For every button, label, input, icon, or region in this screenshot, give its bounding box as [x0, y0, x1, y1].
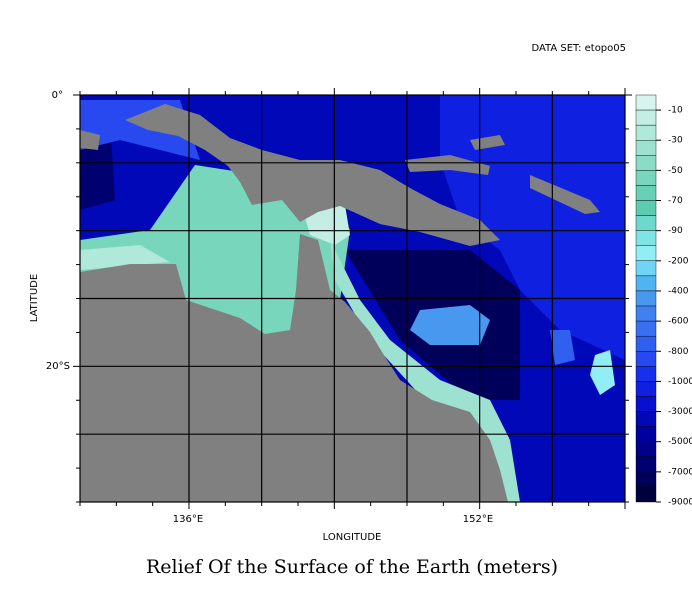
colorbar-box — [635, 260, 657, 277]
colorbar-box — [635, 335, 657, 352]
colorbar-box — [635, 426, 657, 442]
y-axis-label: LATITUDE — [29, 274, 40, 322]
colorbar-label: -400 — [668, 286, 689, 296]
land — [80, 104, 600, 502]
colorbar-box — [635, 155, 657, 171]
colorbar-label: -5000 — [668, 437, 692, 447]
colorbar-label: -90 — [668, 226, 683, 236]
colorbar-box — [635, 305, 657, 322]
colorbar-label: -1000 — [668, 377, 692, 387]
colorbar-box — [635, 381, 657, 397]
colorbar-box — [635, 245, 657, 262]
colorbar-box — [635, 140, 657, 156]
colorbar-box — [635, 230, 657, 246]
colorbar-label: -10 — [668, 106, 683, 116]
colorbar-box — [635, 215, 657, 231]
colorbar-box — [635, 351, 657, 367]
colorbar-label: -600 — [668, 317, 689, 327]
colorbar-box — [635, 456, 657, 473]
colorbar-box — [635, 396, 657, 412]
colorbar-box — [635, 124, 657, 141]
colorbar-box — [635, 185, 657, 201]
x-axis-label: LONGITUDE — [323, 532, 382, 543]
colorbar-label: -800 — [668, 347, 689, 357]
dataset-label: DATA SET: etopo05 — [531, 43, 626, 54]
y-tick-label: 0° — [52, 90, 63, 101]
colorbar-box — [635, 471, 657, 488]
x-tick-label: 152°E — [463, 514, 493, 525]
colorbar-label: -7000 — [668, 467, 692, 477]
x-tick-label: 136°E — [173, 514, 203, 525]
colorbar-label: -70 — [668, 196, 683, 206]
colorbar-box — [635, 320, 657, 337]
colorbar-box — [635, 200, 657, 216]
map-title: Relief Of the Surface of the Earth (mete… — [146, 556, 558, 578]
colorbar-box — [635, 366, 657, 382]
colorbar-label: -50 — [668, 166, 683, 176]
colorbar-box — [635, 486, 657, 503]
colorbar-label: -3000 — [668, 407, 692, 417]
colorbar-box — [635, 441, 657, 457]
colorbar-box — [635, 411, 657, 427]
colorbar-box — [635, 94, 657, 111]
colorbar-box — [635, 275, 657, 292]
colorbar-label: -30 — [668, 136, 683, 146]
colorbar-label: -200 — [668, 256, 689, 266]
colorbar-box — [635, 290, 657, 307]
colorbar-box — [635, 170, 657, 186]
y-tick-label: 20°S — [46, 361, 70, 372]
map-frame — [79, 94, 626, 503]
colorbar-label: -9000 — [668, 498, 692, 508]
colorbar-box — [635, 109, 657, 126]
